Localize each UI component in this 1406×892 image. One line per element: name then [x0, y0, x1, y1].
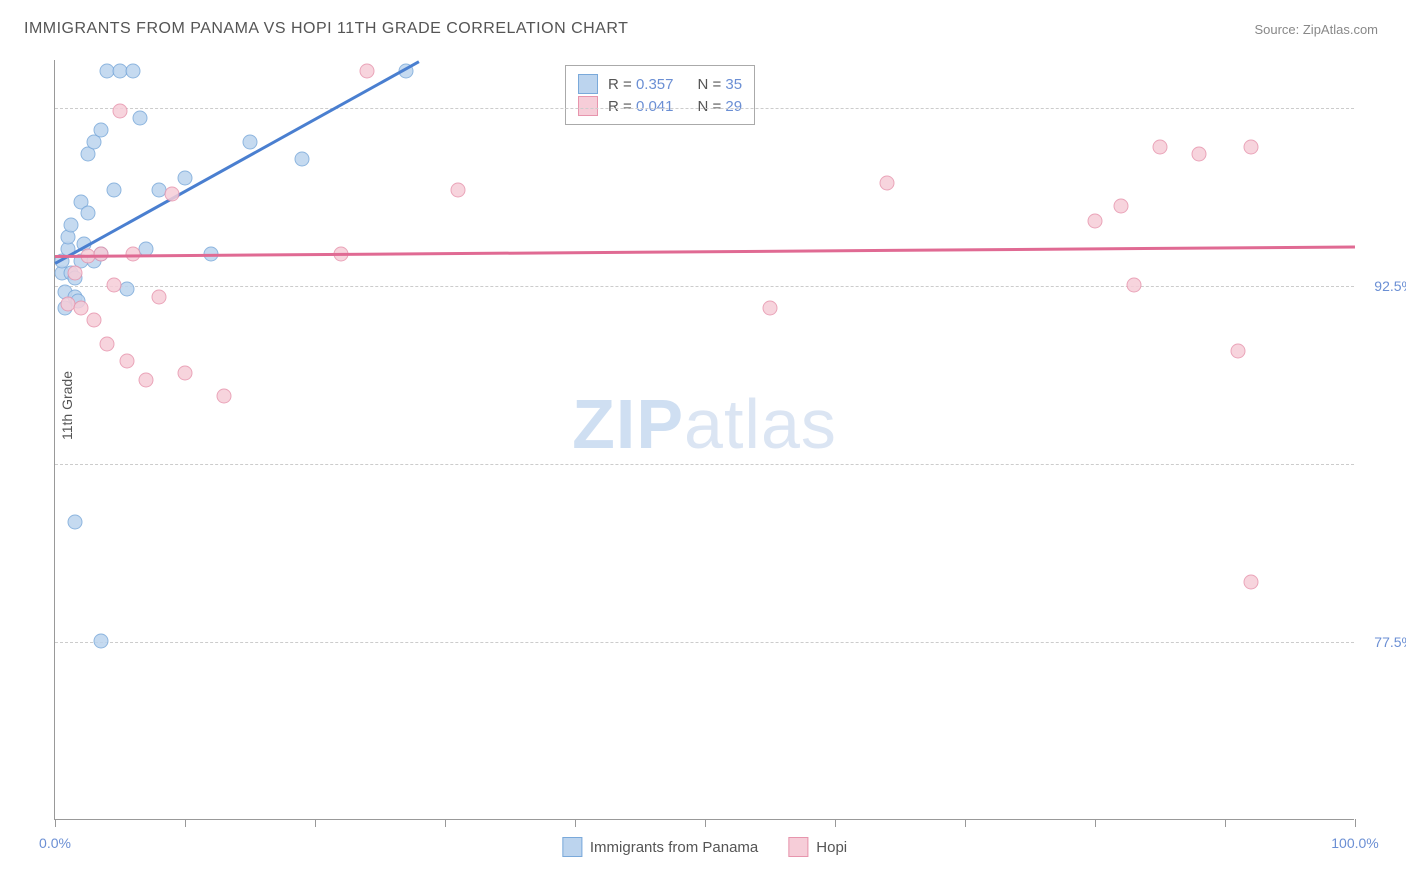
stats-legend-row: R = 0.357 N = 35: [578, 74, 742, 94]
x-tick: [705, 819, 706, 827]
data-point: [1114, 199, 1129, 214]
data-point: [80, 206, 95, 221]
legend-swatch: [578, 96, 598, 116]
source-label: Source: ZipAtlas.com: [1254, 22, 1378, 37]
data-point: [1153, 139, 1168, 154]
legend-series-label: Immigrants from Panama: [590, 839, 758, 856]
data-point: [217, 389, 232, 404]
data-point: [74, 301, 89, 316]
data-point: [93, 123, 108, 138]
legend-n-value: N = 35: [697, 76, 742, 93]
data-point: [1192, 147, 1207, 162]
stats-legend: R = 0.357 N = 35 R = 0.041 N = 29: [565, 65, 755, 125]
data-point: [1127, 277, 1142, 292]
y-gridline: [55, 108, 1354, 109]
chart-title: IMMIGRANTS FROM PANAMA VS HOPI 11TH GRAD…: [24, 20, 628, 38]
data-point: [87, 313, 102, 328]
watermark-rest: atlas: [684, 385, 837, 463]
data-point: [152, 289, 167, 304]
y-gridline: [55, 286, 1354, 287]
legend-swatch: [578, 74, 598, 94]
x-tick-label: 0.0%: [39, 835, 71, 851]
data-point: [178, 170, 193, 185]
x-tick-label: 100.0%: [1331, 835, 1378, 851]
data-point: [880, 175, 895, 190]
watermark-bold: ZIP: [572, 385, 684, 463]
data-point: [451, 182, 466, 197]
data-point: [243, 135, 258, 150]
data-point: [106, 182, 121, 197]
y-gridline: [55, 642, 1354, 643]
data-point: [178, 365, 193, 380]
trend-line: [54, 60, 419, 264]
x-tick: [1225, 819, 1226, 827]
legend-series-label: Hopi: [816, 839, 847, 856]
y-tick-label: 77.5%: [1359, 634, 1406, 650]
data-point: [763, 301, 778, 316]
legend-n-value: N = 29: [697, 98, 742, 115]
data-point: [165, 187, 180, 202]
data-point: [295, 151, 310, 166]
data-point: [119, 282, 134, 297]
data-point: [106, 277, 121, 292]
x-tick: [55, 819, 56, 827]
data-point: [100, 337, 115, 352]
data-point: [119, 353, 134, 368]
series-legend: Immigrants from Panama Hopi: [562, 837, 847, 857]
x-tick: [185, 819, 186, 827]
scatter-plot: 11th Grade ZIPatlas R = 0.357N = 35R = 0…: [54, 60, 1354, 820]
x-tick: [965, 819, 966, 827]
data-point: [1244, 574, 1259, 589]
data-point: [113, 104, 128, 119]
data-point: [1244, 139, 1259, 154]
legend-swatch: [562, 837, 582, 857]
x-tick: [835, 819, 836, 827]
stats-legend-row: R = 0.041 N = 29: [578, 96, 742, 116]
legend-swatch: [788, 837, 808, 857]
data-point: [132, 111, 147, 126]
y-gridline: [55, 464, 1354, 465]
legend-r-value: R = 0.041: [608, 98, 673, 115]
x-tick: [575, 819, 576, 827]
data-point: [67, 515, 82, 530]
watermark: ZIPatlas: [572, 384, 837, 464]
data-point: [360, 63, 375, 78]
data-point: [93, 633, 108, 648]
legend-r-value: R = 0.357: [608, 76, 673, 93]
data-point: [126, 63, 141, 78]
x-tick: [1095, 819, 1096, 827]
x-tick: [445, 819, 446, 827]
y-axis-label: 11th Grade: [59, 370, 75, 439]
data-point: [63, 218, 78, 233]
footer-legend-item: Immigrants from Panama: [562, 837, 758, 857]
y-tick-label: 92.5%: [1359, 278, 1406, 294]
x-tick: [315, 819, 316, 827]
data-point: [1231, 344, 1246, 359]
data-point: [1088, 213, 1103, 228]
x-tick: [1355, 819, 1356, 827]
data-point: [67, 265, 82, 280]
footer-legend-item: Hopi: [788, 837, 847, 857]
data-point: [139, 372, 154, 387]
trend-line: [55, 245, 1355, 257]
